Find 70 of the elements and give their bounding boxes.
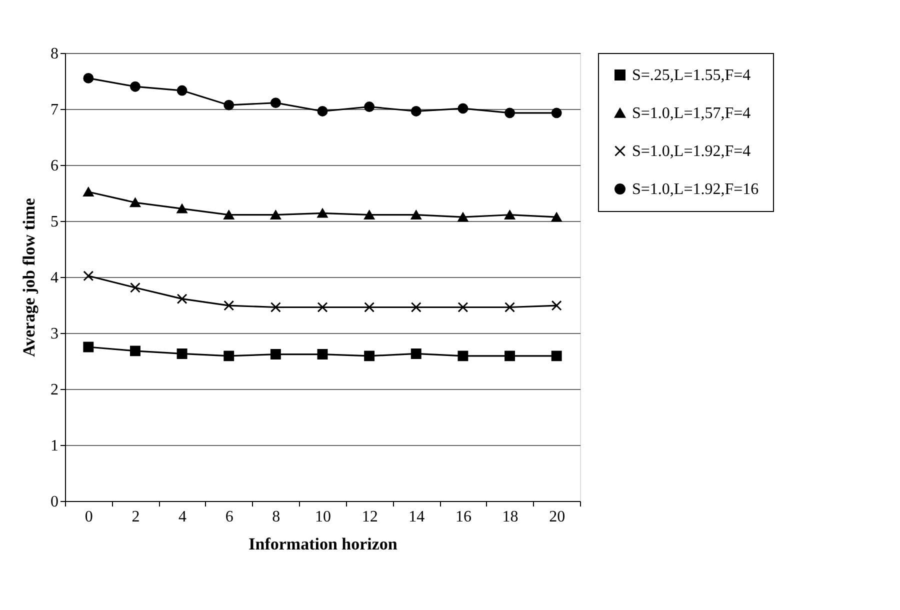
point bbox=[317, 349, 328, 360]
point bbox=[551, 350, 562, 362]
point bbox=[83, 270, 94, 282]
point bbox=[458, 302, 468, 312]
point bbox=[83, 72, 94, 84]
y-tick-label: 6 bbox=[50, 158, 58, 174]
point bbox=[270, 98, 281, 108]
point bbox=[130, 346, 140, 356]
legend-label: S=.25,L=1.55,F=4 bbox=[632, 67, 751, 84]
y-axis-title: Average job flow time bbox=[20, 198, 38, 357]
x-tick-label: 16 bbox=[455, 508, 472, 526]
point bbox=[130, 81, 140, 92]
x-tick-label: 10 bbox=[315, 508, 331, 526]
point bbox=[504, 350, 515, 362]
x-axis-title: Information horizon bbox=[248, 534, 398, 554]
point bbox=[458, 103, 468, 114]
x-tick-label: 2 bbox=[132, 508, 140, 526]
x-tick-label: 12 bbox=[362, 508, 378, 526]
point bbox=[176, 348, 188, 359]
legend-label: S=1.0,L=1.92,F=4 bbox=[632, 143, 751, 160]
point bbox=[504, 302, 515, 312]
point bbox=[551, 108, 562, 118]
point bbox=[224, 100, 234, 110]
point bbox=[176, 204, 188, 214]
y-tick-label: 4 bbox=[50, 270, 58, 286]
y-tick-label: 0 bbox=[50, 494, 58, 510]
point bbox=[317, 302, 328, 312]
y-tick-label: 8 bbox=[50, 46, 58, 62]
point bbox=[270, 210, 281, 220]
point bbox=[83, 342, 94, 352]
y-tick-label: 2 bbox=[50, 382, 58, 398]
legend-label: S=1.0,L=1,57,F=4 bbox=[632, 105, 751, 122]
x-tick-label: 4 bbox=[178, 508, 187, 526]
x-tick-label: 6 bbox=[225, 508, 234, 526]
point bbox=[224, 210, 234, 220]
point bbox=[458, 212, 468, 222]
x-tick-label: 14 bbox=[408, 508, 425, 526]
x-tick-label: 0 bbox=[84, 508, 93, 526]
point bbox=[130, 282, 140, 293]
y-tick-label: 3 bbox=[50, 326, 58, 342]
point bbox=[364, 210, 375, 220]
point bbox=[458, 350, 468, 362]
point bbox=[224, 350, 234, 362]
point bbox=[551, 300, 562, 311]
point bbox=[176, 294, 188, 304]
point bbox=[364, 302, 375, 312]
point bbox=[410, 106, 422, 116]
legend-label: S=1.0,L=1.92,F=16 bbox=[632, 181, 759, 198]
point bbox=[130, 198, 140, 208]
point bbox=[504, 210, 515, 220]
point bbox=[83, 187, 94, 197]
point bbox=[317, 106, 328, 116]
point bbox=[364, 350, 375, 362]
point bbox=[410, 302, 422, 312]
x-tick-label: 18 bbox=[502, 508, 518, 526]
x-tick-label: 20 bbox=[549, 508, 566, 526]
y-tick-label: 7 bbox=[50, 102, 58, 118]
point bbox=[224, 300, 234, 311]
point bbox=[176, 85, 188, 96]
y-tick-label: 1 bbox=[50, 438, 58, 454]
point bbox=[504, 108, 515, 118]
y-tick-label: 5 bbox=[50, 214, 58, 230]
x-tick-label: 8 bbox=[272, 508, 280, 526]
point bbox=[410, 348, 422, 359]
point bbox=[551, 212, 562, 222]
point bbox=[270, 302, 281, 312]
point bbox=[270, 349, 281, 360]
point bbox=[364, 102, 375, 112]
point bbox=[410, 210, 422, 220]
point bbox=[317, 208, 328, 218]
